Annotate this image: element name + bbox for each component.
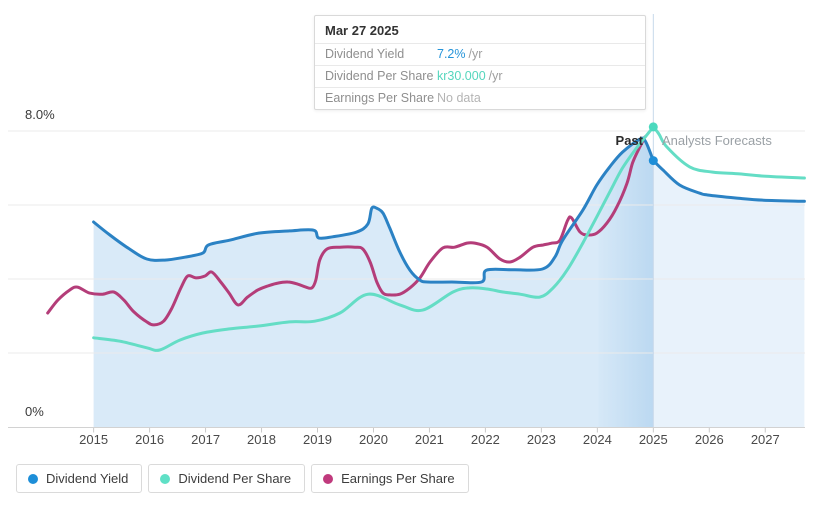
- dividend-yield-dot-icon: [28, 473, 38, 484]
- tooltip-row-dividend-per-share: Dividend Per Share kr30.000 /yr: [315, 65, 645, 87]
- analysts-forecasts-label: Analysts Forecasts: [662, 133, 772, 148]
- dividend-per-share-dot-icon: [160, 473, 171, 484]
- x-tick-label: 2021: [414, 432, 444, 447]
- legend-label: Dividend Per Share: [178, 471, 292, 486]
- tooltip-row-dividend-yield: Dividend Yield 7.2% /yr: [315, 43, 645, 65]
- x-tick-label: 2025: [638, 432, 668, 447]
- tooltip-value: No data: [437, 91, 481, 105]
- x-tick-label: 2018: [247, 432, 276, 447]
- x-tick-label: 2019: [303, 432, 332, 447]
- x-axis-labels: 2015 2016 2017 2018 2019 2020 2021 2022 2023 2024…: [0, 432, 821, 450]
- legend-item-dividend-yield[interactable]: Dividend Yield: [16, 464, 143, 493]
- x-tick-label: 2024: [582, 432, 612, 447]
- earnings-per-share-dot-icon: [323, 473, 334, 484]
- past-region-label: Past: [615, 133, 643, 148]
- tooltip-label: Dividend Yield: [325, 47, 405, 61]
- chart-legend: Dividend Yield Dividend Per Share Earnin…: [16, 464, 469, 493]
- tooltip-label: Dividend Per Share: [325, 69, 434, 83]
- tooltip-value-suffix: /yr: [488, 69, 503, 83]
- x-tick-label: 2017: [191, 432, 221, 447]
- chart-tooltip: Mar 27 2025 Dividend Yield 7.2% /yr Divi…: [314, 15, 646, 110]
- x-tick-label: 2020: [359, 432, 388, 447]
- tooltip-label: Earnings Per Share: [325, 91, 435, 105]
- y-axis-label-bottom: 0%: [25, 404, 44, 419]
- y-axis-label-top: 8.0%: [25, 107, 55, 122]
- tooltip-value: 7.2%: [437, 47, 466, 61]
- legend-label: Dividend Yield: [46, 471, 129, 486]
- x-tick-label: 2016: [135, 432, 165, 447]
- x-tick-label: 2022: [470, 432, 500, 447]
- tooltip-value-suffix: /yr: [468, 47, 483, 61]
- legend-item-earnings-per-share[interactable]: Earnings Per Share: [311, 464, 469, 493]
- x-tick-label: 2027: [750, 432, 780, 447]
- legend-item-dividend-per-share[interactable]: Dividend Per Share: [148, 464, 306, 493]
- tooltip-date: Mar 27 2025: [325, 23, 399, 38]
- tooltip-value: kr30.000: [437, 69, 486, 83]
- x-tick-label: 2015: [79, 432, 109, 447]
- x-tick-label: 2026: [694, 432, 724, 447]
- legend-label: Earnings Per Share: [341, 471, 455, 486]
- x-tick-label: 2023: [526, 432, 556, 447]
- tooltip-row-earnings-per-share: Earnings Per Share No data: [315, 87, 645, 109]
